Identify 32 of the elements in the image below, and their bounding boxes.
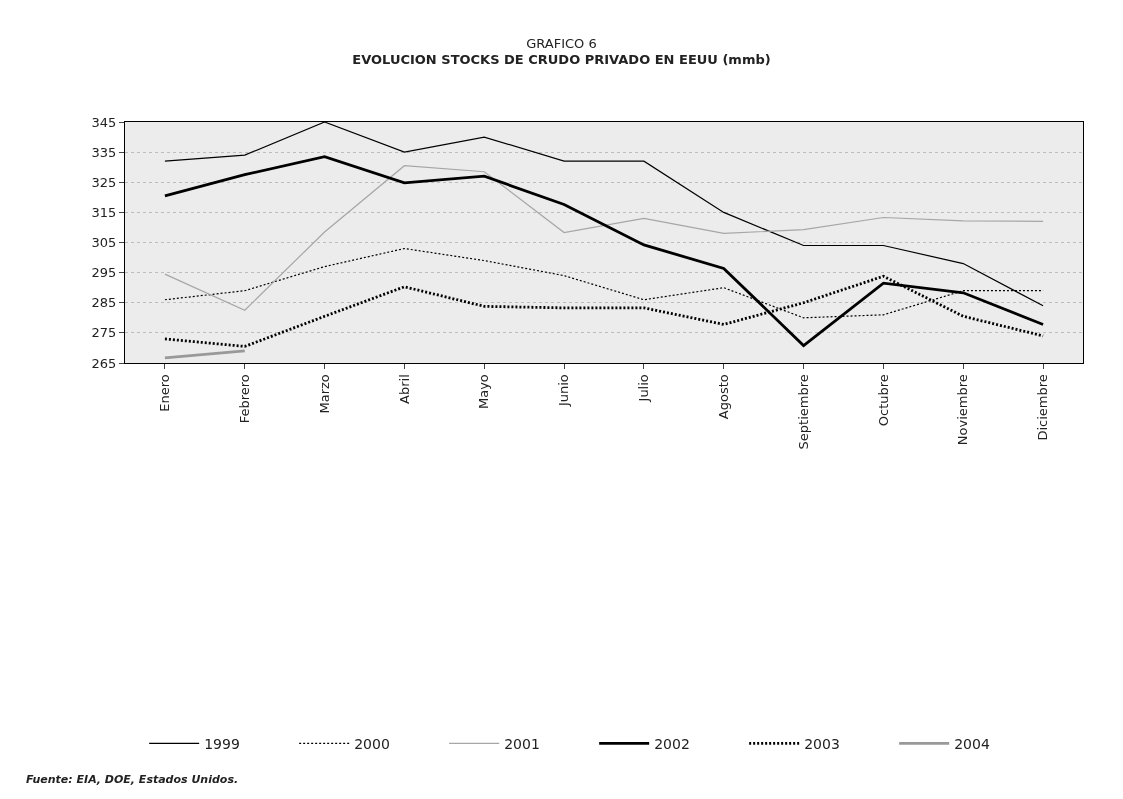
x-tick-label: Junio [556,374,572,408]
x-tick-label: Enero [157,374,173,412]
legend-label: 2004 [954,735,990,752]
x-tick-label: Octubre [875,374,891,427]
legend-label: 2001 [504,735,540,752]
y-tick-label: 315 [91,204,117,220]
legend-label: 1999 [204,735,240,752]
line-series [164,165,1044,311]
x-tick-label: Febrero [236,374,252,424]
legend-label: 2002 [654,735,690,752]
legend-label: 2003 [804,735,840,752]
y-tick-label: 265 [91,355,117,371]
x-tick-label: Mayo [476,374,492,410]
x-tick-label: Diciembre [1035,374,1051,441]
y-tick-label: 275 [91,325,117,341]
chart-title: GRAFICO 6 [526,35,597,51]
y-tick-label: 345 [91,114,117,130]
x-tick-label: Noviembre [955,374,971,446]
y-tick-label: 285 [91,295,117,311]
y-tick-label: 325 [91,174,117,190]
chart-subtitle: EVOLUCION STOCKS DE CRUDO PRIVADO EN EEUU (mmb) [352,52,771,68]
x-tick-label: Marzo [316,374,332,414]
x-tick-label: Agosto [715,374,731,420]
source-note: Fuente: EIA, DOE, Estados Unidos. [26,773,239,786]
legend-label: 2000 [354,735,390,752]
x-tick-label: Julio [636,374,652,403]
y-tick-label: 295 [91,265,117,281]
y-tick-label: 335 [91,144,117,160]
x-tick-label: Abril [396,374,412,404]
line-series [163,155,1045,347]
x-tick-label: Septiembre [795,374,811,450]
y-tick-label: 305 [91,235,117,251]
